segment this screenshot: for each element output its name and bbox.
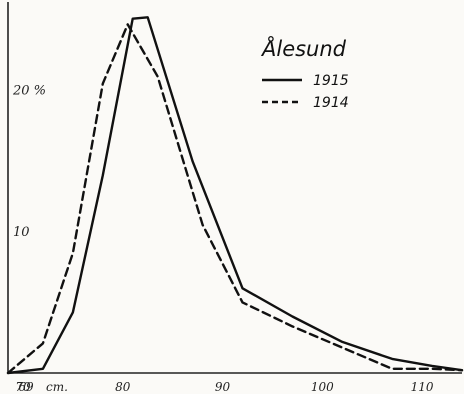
legend-label-1914: 1914	[313, 95, 349, 111]
x-tick-label-70: 70	[15, 380, 31, 394]
x-tick-label-80: 80	[115, 380, 131, 394]
series-line-1915	[6, 16, 464, 375]
x-tick-label-69: 69	[18, 380, 34, 394]
legend-title: Ålesund	[260, 35, 347, 61]
x-tick-label-100: 100	[311, 380, 334, 394]
legend: Ålesund 1915 1914	[260, 35, 349, 111]
series-layer	[6, 16, 464, 375]
series-line-1914	[6, 23, 464, 375]
y-tick-label-20: 20 %	[12, 84, 46, 99]
x-tick-label-110: 110	[411, 380, 434, 394]
x-unit-label: cm.	[46, 380, 68, 394]
x-tick-label-90: 90	[215, 380, 231, 394]
y-tick-label-10: 10	[13, 225, 30, 240]
axes	[7, 2, 462, 374]
legend-label-1915: 1915	[313, 73, 349, 89]
